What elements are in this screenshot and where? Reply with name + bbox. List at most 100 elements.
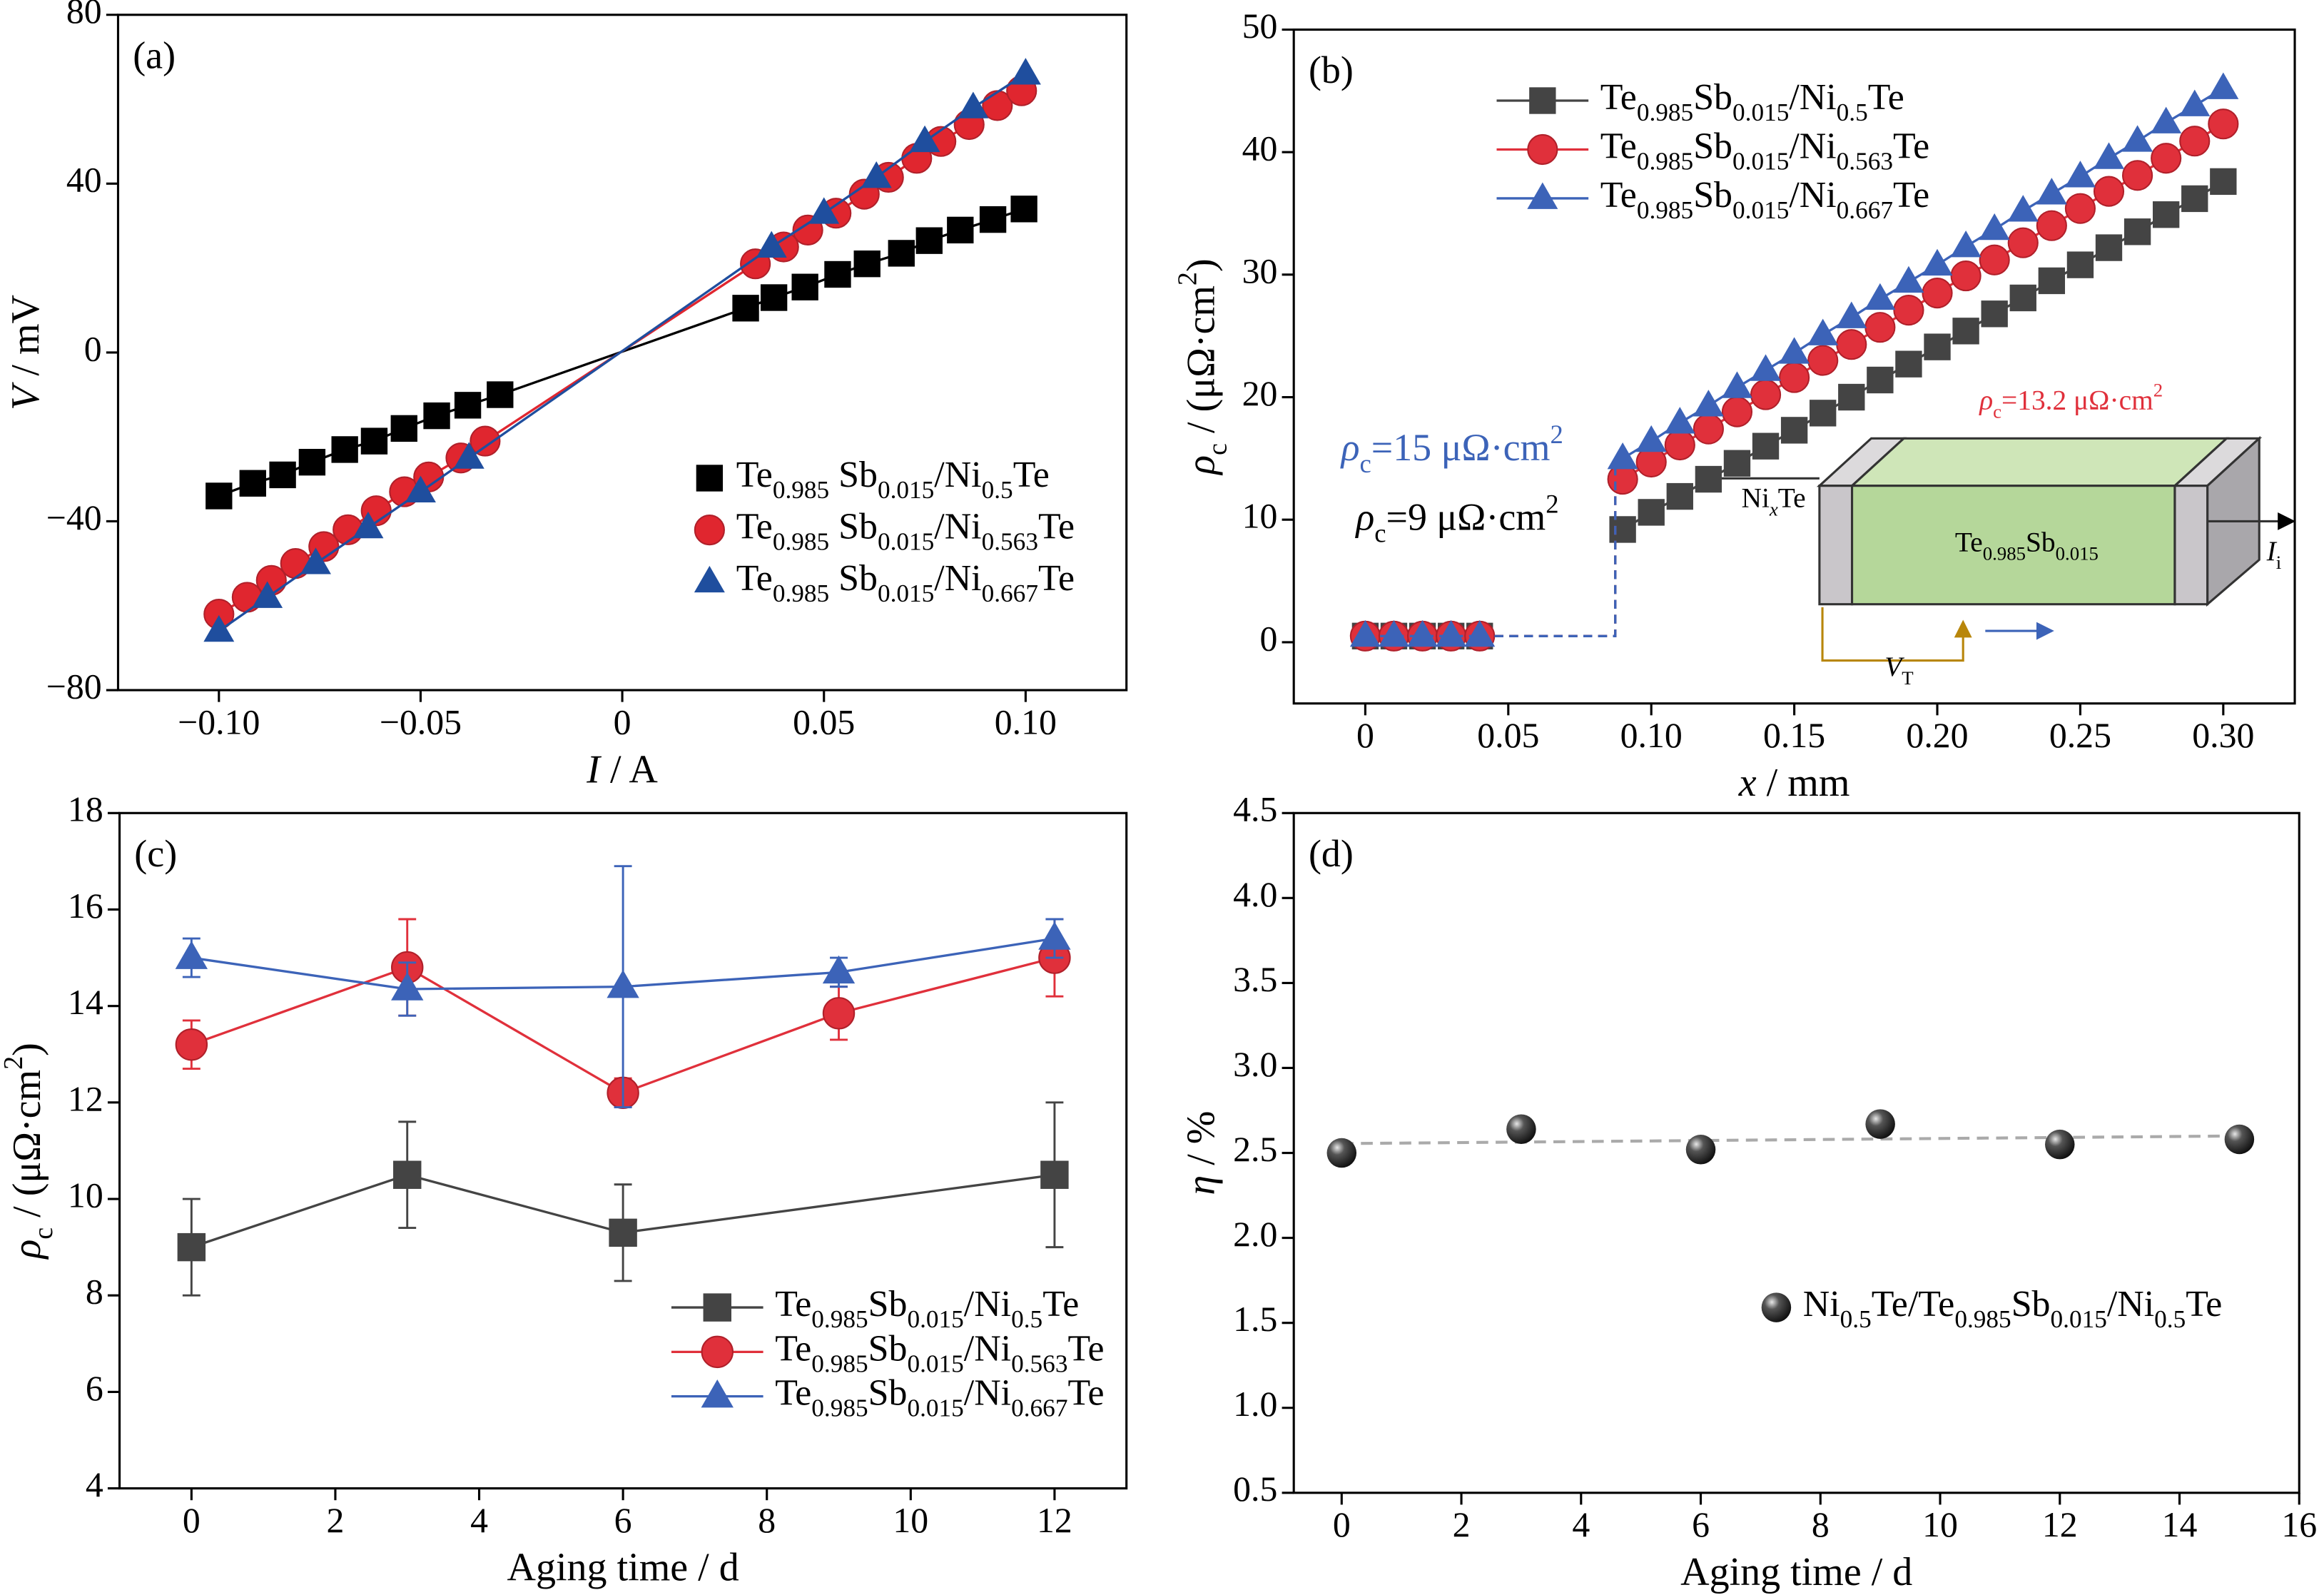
annotation: ρc=9 μΩ·cm2 — [1354, 489, 1558, 547]
x-axis-title: I / A — [586, 747, 658, 791]
marker-triangle — [1635, 425, 1667, 452]
legend-label: Te0.985Sb0.015/Ni0.5Te — [775, 1284, 1079, 1333]
y-axis-title: V / mV — [4, 295, 48, 410]
marker-square — [947, 216, 974, 244]
y-tick-label: 40 — [66, 161, 102, 200]
marker-triangle — [252, 581, 283, 608]
y-tick-label: 2.5 — [1233, 1130, 1277, 1169]
marker-square — [1609, 516, 1636, 543]
marker-triangle — [1349, 619, 1381, 647]
marker-square — [269, 461, 296, 489]
legend-label: Te0.985 Sb0.015/Ni0.667Te — [736, 558, 1075, 607]
marker-circle — [2208, 108, 2239, 140]
y-tick-label: 16 — [68, 886, 103, 926]
y-axis-title: η / % — [1179, 1111, 1224, 1195]
x-tick-label: 0 — [183, 1501, 201, 1540]
marker-triangle — [1979, 213, 2010, 240]
series-line — [1622, 180, 2224, 531]
x-tick-label: −0.05 — [380, 702, 462, 741]
marker-circle — [1950, 260, 1982, 292]
marker-square — [1638, 499, 1665, 526]
marker-triangle — [822, 955, 856, 984]
marker-triangle — [1010, 58, 1041, 85]
x-tick-label: 12 — [1037, 1501, 1072, 1540]
y-tick-label: 0 — [84, 329, 102, 368]
marker-triangle — [175, 941, 208, 969]
x-tick-label: 0 — [1356, 716, 1374, 755]
x-tick-label: 2 — [326, 1501, 344, 1540]
marker-circle — [175, 1028, 208, 1061]
marker-circle — [701, 1335, 734, 1369]
legend: Te0.985Sb0.015/Ni0.5TeTe0.985Sb0.015/Ni0… — [1496, 77, 1929, 224]
marker-square — [760, 284, 788, 311]
marker-circle — [1922, 278, 1953, 309]
marker-square — [1040, 1160, 1069, 1189]
legend-label: Te0.985Sb0.015/Ni0.667Te — [775, 1373, 1104, 1422]
marker-circle — [1893, 295, 1924, 326]
marker-triangle — [808, 197, 840, 224]
annotation: Ii — [2266, 535, 2282, 573]
marker-triangle — [2036, 178, 2067, 205]
fit-line — [1341, 1134, 2240, 1145]
marker-triangle — [1693, 390, 1724, 417]
legend-label: Te0.985Sb0.015/Ni0.667Te — [1600, 175, 1929, 224]
annotation: ρc=15 μΩ·cm2 — [1340, 420, 1563, 478]
marker-circle — [2093, 176, 2125, 207]
marker-square — [979, 206, 1007, 233]
x-tick-label: 8 — [758, 1501, 776, 1540]
panel-label: (a) — [133, 34, 176, 76]
marker-triangle — [352, 511, 384, 539]
x-axis-title: Aging time / d — [1680, 1550, 1912, 1594]
marker-triangle — [2122, 125, 2153, 152]
marker-square — [239, 470, 266, 497]
marker-square — [487, 381, 514, 408]
marker-square — [2152, 201, 2180, 228]
marker-circle — [2151, 143, 2182, 174]
jump-connector — [1479, 529, 1617, 637]
x-tick-label: 0 — [1333, 1505, 1351, 1544]
marker-square — [703, 1293, 731, 1322]
x-tick-label: 0.15 — [1763, 716, 1825, 755]
marker-square — [888, 240, 915, 267]
y-tick-label: 4.5 — [1233, 790, 1277, 829]
marker-circle — [1693, 413, 1724, 445]
marker-square — [423, 402, 450, 430]
y-tick-label: 18 — [68, 790, 103, 829]
y-tick-label: −40 — [46, 498, 102, 537]
marker-sphere — [1685, 1135, 1716, 1165]
marker-square — [732, 295, 759, 322]
marker-triangle — [1038, 921, 1071, 950]
x-tick-label: 10 — [1922, 1505, 1958, 1544]
marker-circle — [1807, 345, 1839, 376]
y-tick-label: 1.0 — [1233, 1384, 1277, 1424]
y-axis-title: ρc / (μΩ·cm2) — [0, 1043, 59, 1260]
marker-triangle — [861, 161, 892, 188]
marker-triangle — [701, 1379, 734, 1408]
marker-triangle — [607, 969, 639, 998]
y-tick-label: 50 — [1242, 6, 1278, 46]
panel-label: (d) — [1309, 832, 1354, 875]
marker-square — [609, 1218, 637, 1247]
marker-square — [390, 415, 417, 442]
marker-square — [2009, 284, 2036, 312]
marker-triangle — [1527, 182, 1558, 209]
marker-square — [1952, 318, 1979, 345]
marker-circle — [2007, 227, 2039, 258]
marker-sphere — [2224, 1124, 2255, 1155]
marker-triangle — [958, 91, 989, 118]
marker-triangle — [909, 125, 940, 153]
marker-square — [1752, 432, 1780, 460]
legend-label: Te0.985 Sb0.015/Ni0.563Te — [736, 507, 1075, 556]
marker-triangle — [1864, 283, 1896, 310]
marker-square — [1924, 333, 1951, 360]
legend-label: Te0.985Sb0.015/Ni0.563Te — [1600, 126, 1929, 175]
y-tick-label: 8 — [86, 1272, 103, 1312]
marker-square — [2066, 251, 2094, 278]
marker-circle — [1721, 396, 1753, 427]
marker-circle — [1527, 133, 1558, 166]
x-tick-label: 4 — [1572, 1505, 1590, 1544]
marker-square — [1010, 196, 1037, 223]
marker-sphere — [1506, 1114, 1536, 1144]
marker-square — [393, 1160, 422, 1189]
